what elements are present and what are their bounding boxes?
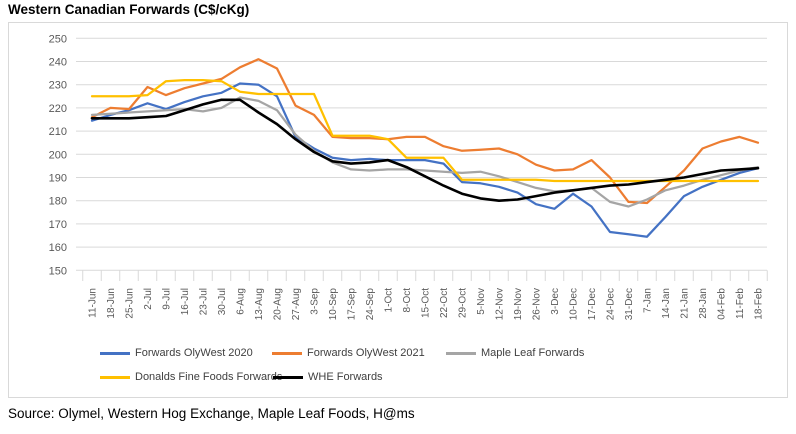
- svg-text:22-Oct: 22-Oct: [439, 288, 450, 318]
- legend-item-forwards-olywest-2021: Forwards OlyWest 2021: [272, 346, 425, 360]
- svg-text:24-Dec: 24-Dec: [606, 288, 617, 320]
- svg-text:10-Dec: 10-Dec: [569, 288, 580, 320]
- legend-label: Maple Leaf Forwards: [481, 347, 585, 359]
- legend-label: Forwards OlyWest 2020: [135, 347, 253, 359]
- legend-line-swatch-blue: [100, 351, 130, 355]
- svg-text:31-Dec: 31-Dec: [624, 288, 635, 320]
- legend-item-donalds-fine-foods-forwards: Donalds Fine Foods Forwards: [100, 370, 282, 384]
- svg-text:11-Jun: 11-Jun: [88, 288, 99, 318]
- svg-text:18-Feb: 18-Feb: [754, 288, 765, 320]
- svg-text:26-Nov: 26-Nov: [532, 288, 543, 320]
- svg-text:28-Jan: 28-Jan: [698, 288, 709, 319]
- chart-title: Western Canadian Forwards (C$/cKg): [8, 2, 250, 17]
- svg-text:7-Jan: 7-Jan: [643, 288, 654, 313]
- svg-text:17-Sep: 17-Sep: [347, 288, 358, 321]
- svg-text:250: 250: [49, 33, 67, 45]
- svg-text:27-Aug: 27-Aug: [291, 288, 302, 320]
- legend-label: WHE Forwards: [308, 371, 383, 383]
- svg-text:10-Sep: 10-Sep: [328, 288, 339, 321]
- legend-line-swatch-orange: [272, 351, 302, 355]
- svg-text:14-Jan: 14-Jan: [661, 288, 672, 319]
- svg-text:04-Feb: 04-Feb: [717, 288, 728, 320]
- svg-text:12-Nov: 12-Nov: [495, 288, 506, 320]
- svg-text:1-Oct: 1-Oct: [384, 288, 395, 313]
- svg-text:11-Feb: 11-Feb: [735, 288, 746, 319]
- svg-text:210: 210: [49, 126, 67, 138]
- legend-line-swatch-gray: [446, 351, 476, 355]
- svg-text:230: 230: [49, 80, 67, 92]
- svg-text:2-Jul: 2-Jul: [143, 288, 154, 310]
- svg-text:29-Oct: 29-Oct: [458, 288, 469, 318]
- svg-text:19-Nov: 19-Nov: [513, 288, 524, 320]
- svg-text:6-Aug: 6-Aug: [236, 288, 247, 315]
- svg-text:5-Nov: 5-Nov: [476, 288, 487, 315]
- svg-text:8-Oct: 8-Oct: [402, 288, 413, 313]
- svg-text:150: 150: [49, 265, 67, 277]
- source-note: Source: Olymel, Western Hog Exchange, Ma…: [8, 406, 415, 421]
- svg-text:3-Dec: 3-Dec: [550, 288, 561, 315]
- svg-text:21-Jan: 21-Jan: [680, 288, 691, 319]
- legend-item-maple-leaf-forwards: Maple Leaf Forwards: [446, 346, 584, 360]
- svg-text:18-Jun: 18-Jun: [106, 288, 117, 319]
- svg-text:190: 190: [49, 173, 67, 185]
- legend-line-swatch-black: [273, 375, 303, 379]
- svg-text:17-Dec: 17-Dec: [587, 288, 598, 320]
- svg-text:13-Aug: 13-Aug: [254, 288, 265, 320]
- svg-text:240: 240: [49, 57, 67, 69]
- svg-text:220: 220: [49, 103, 67, 115]
- legend-label: Forwards OlyWest 2021: [307, 347, 425, 359]
- svg-text:16-Jul: 16-Jul: [180, 288, 191, 315]
- svg-text:200: 200: [49, 149, 67, 161]
- svg-text:9-Jul: 9-Jul: [162, 288, 173, 310]
- svg-text:20-Aug: 20-Aug: [273, 288, 284, 320]
- svg-text:15-Oct: 15-Oct: [421, 288, 432, 318]
- legend-item-whe-forwards: WHE Forwards: [273, 370, 383, 384]
- svg-text:25-Jun: 25-Jun: [125, 288, 136, 319]
- svg-text:160: 160: [49, 242, 67, 254]
- svg-text:180: 180: [49, 196, 67, 208]
- svg-text:170: 170: [49, 219, 67, 231]
- svg-text:30-Jul: 30-Jul: [217, 288, 228, 315]
- svg-text:23-Jul: 23-Jul: [199, 288, 210, 315]
- legend-line-swatch-yellow: [100, 375, 130, 379]
- svg-text:3-Sep: 3-Sep: [310, 288, 321, 315]
- legend-label: Donalds Fine Foods Forwards: [135, 371, 283, 383]
- svg-text:24-Sep: 24-Sep: [365, 288, 376, 321]
- legend-item-forwards-olywest-2020: Forwards OlyWest 2020: [100, 346, 253, 360]
